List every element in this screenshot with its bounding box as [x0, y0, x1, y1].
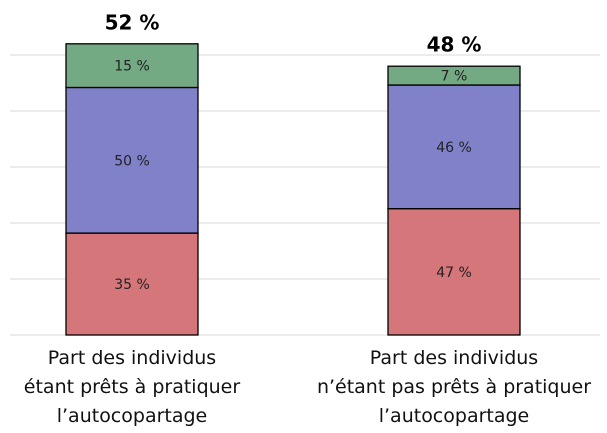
segment-label: 35 %	[114, 277, 150, 293]
total-label: 48 %	[427, 33, 482, 57]
bar-segment	[387, 84, 521, 210]
segment-label: 15 %	[114, 59, 150, 75]
bar-segment	[65, 232, 199, 336]
segment-label: 47 %	[436, 265, 472, 281]
bar-segment	[387, 208, 521, 336]
segment-label: 7 %	[441, 69, 468, 85]
bar-segment	[387, 65, 521, 86]
x-tick-label: Part des individus étant prêts à pratiqu…	[23, 347, 241, 427]
x-tick-label: Part des individus n’étant pas prêts à p…	[316, 347, 592, 427]
bar-segment	[65, 86, 199, 234]
segment-label: 50 %	[114, 153, 150, 169]
segment-label: 46 %	[436, 140, 472, 156]
total-label: 52 %	[105, 10, 160, 34]
bar-segment	[65, 43, 199, 89]
